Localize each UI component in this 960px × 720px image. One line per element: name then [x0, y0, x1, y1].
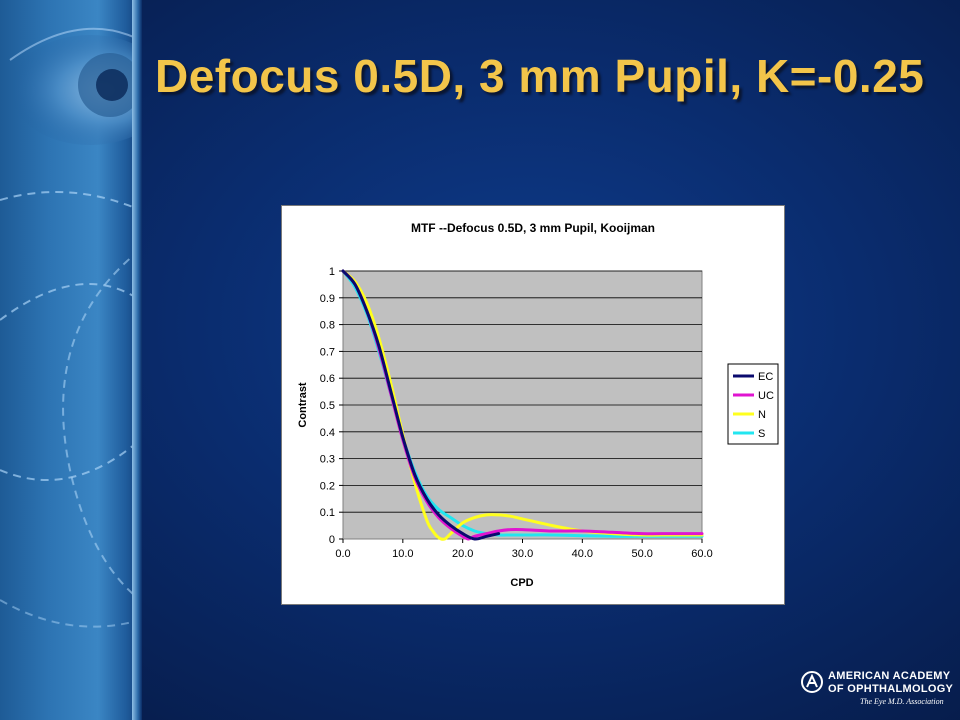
x-tick-label: 30.0: [512, 548, 533, 560]
y-tick-label: 0.5: [320, 400, 335, 412]
decorative-eye-panel: [0, 0, 140, 720]
aao-emblem-icon: [801, 671, 823, 693]
gridlines: [343, 270, 702, 513]
mtf-chart: MTF --Defocus 0.5D, 3 mm Pupil, Kooijman…: [297, 221, 779, 589]
x-tick-label: 10.0: [392, 548, 413, 560]
x-axis-ticks: 0.0 10.0 20.0 30.0 40.0 50.0 60.0: [335, 539, 713, 560]
panel-edge-divider: [132, 0, 142, 720]
series-lines: [341, 269, 704, 541]
y-tick-label: 0.3: [320, 454, 335, 466]
legend-label-uc: UC: [758, 390, 774, 402]
slide-title: Defocus 0.5D, 3 mm Pupil, K=-0.25: [155, 50, 925, 102]
x-tick-label: 50.0: [631, 548, 652, 560]
x-axis-title: CPD: [510, 577, 533, 589]
x-tick-label: 0.0: [335, 548, 350, 560]
y-tick-label: 0.1: [320, 507, 335, 519]
chart-container: MTF --Defocus 0.5D, 3 mm Pupil, Kooijman…: [281, 205, 785, 605]
y-tick-label: 1: [329, 266, 335, 278]
x-tick-label: 60.0: [691, 548, 712, 560]
eye-graphic: [0, 27, 140, 628]
y-tick-label: 0.6: [320, 373, 335, 385]
chart-legend: EC UC NS: [727, 363, 779, 445]
y-tick-label: 0.9: [320, 293, 335, 305]
y-tick-label: 0.4: [320, 427, 335, 439]
series-line-ec: [341, 269, 501, 541]
logo-text-line1: AMERICAN ACADEMY: [828, 670, 951, 682]
y-tick-label: 0: [329, 534, 335, 546]
chart-title: MTF --Defocus 0.5D, 3 mm Pupil, Kooijman: [411, 221, 655, 235]
y-tick-label: 0.7: [320, 346, 335, 358]
legend-label-s: S: [758, 428, 765, 440]
y-tick-label: 0.8: [320, 320, 335, 332]
y-tick-label: 0.2: [320, 480, 335, 492]
logo-text-line2: OF OPHTHALMOLOGY: [828, 683, 954, 695]
legend-label-ec: EC: [758, 371, 773, 383]
x-tick-label: 20.0: [452, 548, 473, 560]
y-axis-title: Contrast: [297, 382, 309, 428]
aao-logo: AMERICAN ACADEMY OF OPHTHALMOLOGY The Ey…: [800, 666, 954, 710]
logo-tagline: The Eye M.D. Association: [860, 697, 944, 706]
y-axis-ticks: 0 0.1 0.2 0.3 0.4 0.5 0.6 0.7 0.8 0.9 1: [320, 266, 343, 546]
legend-label-n: N: [758, 409, 766, 421]
x-tick-label: 40.0: [572, 548, 593, 560]
